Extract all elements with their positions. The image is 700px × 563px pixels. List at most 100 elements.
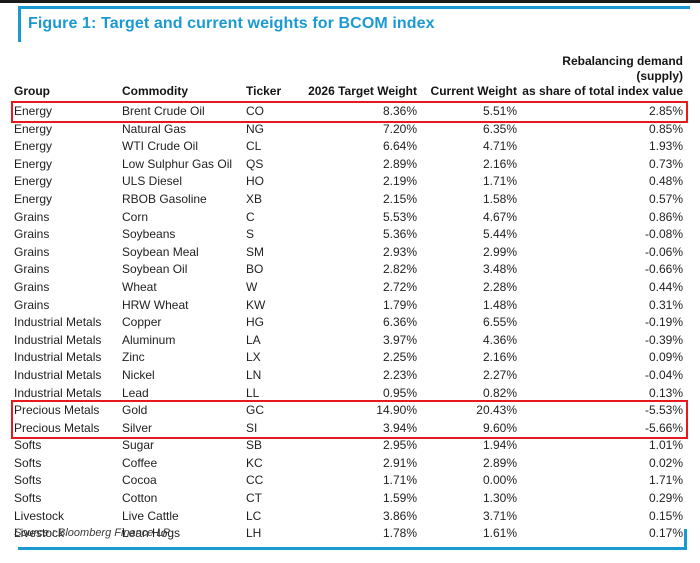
cell-group: Industrial Metals	[14, 350, 102, 365]
cell-group: Grains	[14, 262, 50, 277]
table-row: Energy RBOB Gasoline XB 2.15% 1.58% 0.57%	[14, 191, 683, 209]
table-row: Industrial Metals Nickel LN 2.23% 2.27% -0.04…	[14, 367, 683, 385]
table-row: Softs Coffee KC 2.91% 2.89% 0.02%	[14, 455, 683, 473]
cell-commodity: Silver	[122, 420, 153, 435]
cell-target-weight: 3.97%	[382, 332, 417, 347]
cell-target-weight: 2.15%	[382, 191, 417, 206]
frame-bottom-line	[18, 547, 687, 550]
cell-commodity: HRW Wheat	[122, 297, 189, 312]
cell-group: Softs	[14, 473, 42, 488]
cell-ticker: CO	[246, 104, 264, 118]
cell-commodity: Nickel	[122, 367, 155, 382]
cell-group: Softs	[14, 438, 42, 453]
cell-target-weight: 5.36%	[382, 227, 417, 242]
cell-group: Energy	[14, 104, 53, 118]
cell-rebalancing: 0.29%	[648, 491, 683, 506]
table-row: Energy ULS Diesel HO 2.19% 1.71% 0.48%	[14, 173, 683, 191]
cell-target-weight: 1.79%	[382, 297, 417, 312]
cell-group: Grains	[14, 209, 50, 224]
cell-current-weight: 2.16%	[482, 350, 517, 365]
cell-group: Energy	[14, 139, 53, 154]
cell-target-weight: 2.89%	[382, 156, 417, 171]
cell-current-weight: 5.44%	[482, 227, 517, 242]
cell-current-weight: 20.43%	[476, 403, 517, 418]
cell-ticker: CC	[246, 473, 264, 488]
cell-rebalancing: -5.66%	[644, 420, 683, 435]
cell-target-weight: 6.64%	[382, 139, 417, 154]
cell-rebalancing: 0.73%	[648, 156, 683, 171]
table-row: Industrial Metals Lead LL 0.95% 0.82% 0.13%	[14, 385, 683, 403]
cell-target-weight: 1.59%	[382, 491, 417, 506]
cell-commodity: Gold	[122, 403, 148, 418]
cell-group: Precious Metals	[14, 403, 100, 418]
table-row: Livestock Live Cattle LC 3.86% 3.71% 0.15%	[14, 508, 683, 526]
table-body: Energy Brent Crude Oil CO 8.36% 5.51% 2.85% En…	[14, 103, 683, 543]
cell-rebalancing: 0.13%	[648, 385, 683, 400]
cell-ticker: XB	[246, 191, 263, 206]
cell-target-weight: 7.20%	[382, 121, 417, 136]
cell-current-weight: 1.58%	[482, 191, 517, 206]
table-row: Livestock Lean Hogs LH 1.78% 1.61% 0.17%	[14, 525, 683, 543]
cell-target-weight: 8.36%	[382, 104, 417, 118]
cell-current-weight: 0.00%	[482, 473, 517, 488]
col-header-group: Group	[14, 54, 122, 103]
cell-commodity: Wheat	[122, 279, 157, 294]
cell-commodity: Coffee	[122, 455, 158, 470]
cell-group: Grains	[14, 279, 50, 294]
table-row: Grains Wheat W 2.72% 2.28% 0.44%	[14, 279, 683, 297]
cell-ticker: W	[246, 279, 258, 294]
cell-ticker: NG	[246, 121, 264, 136]
cell-current-weight: 9.60%	[482, 420, 517, 435]
cell-current-weight: 2.99%	[482, 244, 517, 259]
cell-group: Grains	[14, 297, 50, 312]
col-header-target-weight: 2026 Target Weight	[302, 54, 417, 103]
cell-target-weight: 2.82%	[382, 262, 417, 277]
cell-ticker: LH	[246, 526, 262, 541]
col-header-commodity: Commodity	[122, 54, 246, 103]
cell-current-weight: 5.51%	[482, 104, 517, 118]
cell-ticker: KC	[246, 455, 263, 470]
frame-right-stub	[684, 529, 687, 550]
cell-group: Industrial Metals	[14, 315, 102, 330]
cell-commodity: Lead	[122, 385, 149, 400]
cell-target-weight: 3.94%	[382, 420, 417, 435]
cell-target-weight: 1.71%	[382, 473, 417, 488]
cell-rebalancing: 0.31%	[648, 297, 683, 312]
cell-rebalancing: 0.57%	[648, 191, 683, 206]
cell-target-weight: 14.90%	[376, 403, 417, 418]
col-header-ticker: Ticker	[246, 54, 302, 103]
cell-rebalancing: -5.53%	[644, 403, 683, 418]
cell-ticker: LC	[246, 508, 262, 523]
table-row: Energy Natural Gas NG 7.20% 6.35% 0.85%	[14, 121, 683, 139]
cell-group: Energy	[14, 156, 53, 171]
cell-ticker: LA	[246, 332, 261, 347]
cell-commodity: WTI Crude Oil	[122, 139, 199, 154]
cell-rebalancing: -0.19%	[644, 315, 683, 330]
cell-target-weight: 2.93%	[382, 244, 417, 259]
cell-commodity: ULS Diesel	[122, 174, 183, 189]
cell-group: Grains	[14, 227, 50, 242]
cell-group: Industrial Metals	[14, 332, 102, 347]
cell-group: Energy	[14, 191, 53, 206]
cell-current-weight: 1.61%	[482, 526, 517, 541]
cell-rebalancing: 0.15%	[648, 508, 683, 523]
cell-current-weight: 2.28%	[482, 279, 517, 294]
cell-ticker: SM	[246, 244, 264, 259]
cell-current-weight: 6.35%	[482, 121, 517, 136]
table-row: Energy WTI Crude Oil CL 6.64% 4.71% 1.93%	[14, 138, 683, 156]
cell-commodity: Copper	[122, 315, 162, 330]
cell-ticker: HG	[246, 315, 264, 330]
cell-target-weight: 2.91%	[382, 455, 417, 470]
cell-current-weight: 4.71%	[482, 139, 517, 154]
cell-group: Grains	[14, 244, 50, 259]
cell-rebalancing: 1.71%	[648, 473, 683, 488]
cell-group: Livestock	[14, 526, 65, 541]
cell-current-weight: 2.89%	[482, 455, 517, 470]
cell-current-weight: 6.55%	[482, 315, 517, 330]
cell-target-weight: 0.95%	[382, 385, 417, 400]
cell-group: Precious Metals	[14, 420, 100, 435]
table-row: Grains Soybean Oil BO 2.82% 3.48% -0.66%	[14, 261, 683, 279]
cell-rebalancing: 1.93%	[648, 139, 683, 154]
table-row: Precious Metals Silver SI 3.94% 9.60% -5.66%	[14, 420, 683, 438]
cell-ticker: C	[246, 209, 255, 224]
